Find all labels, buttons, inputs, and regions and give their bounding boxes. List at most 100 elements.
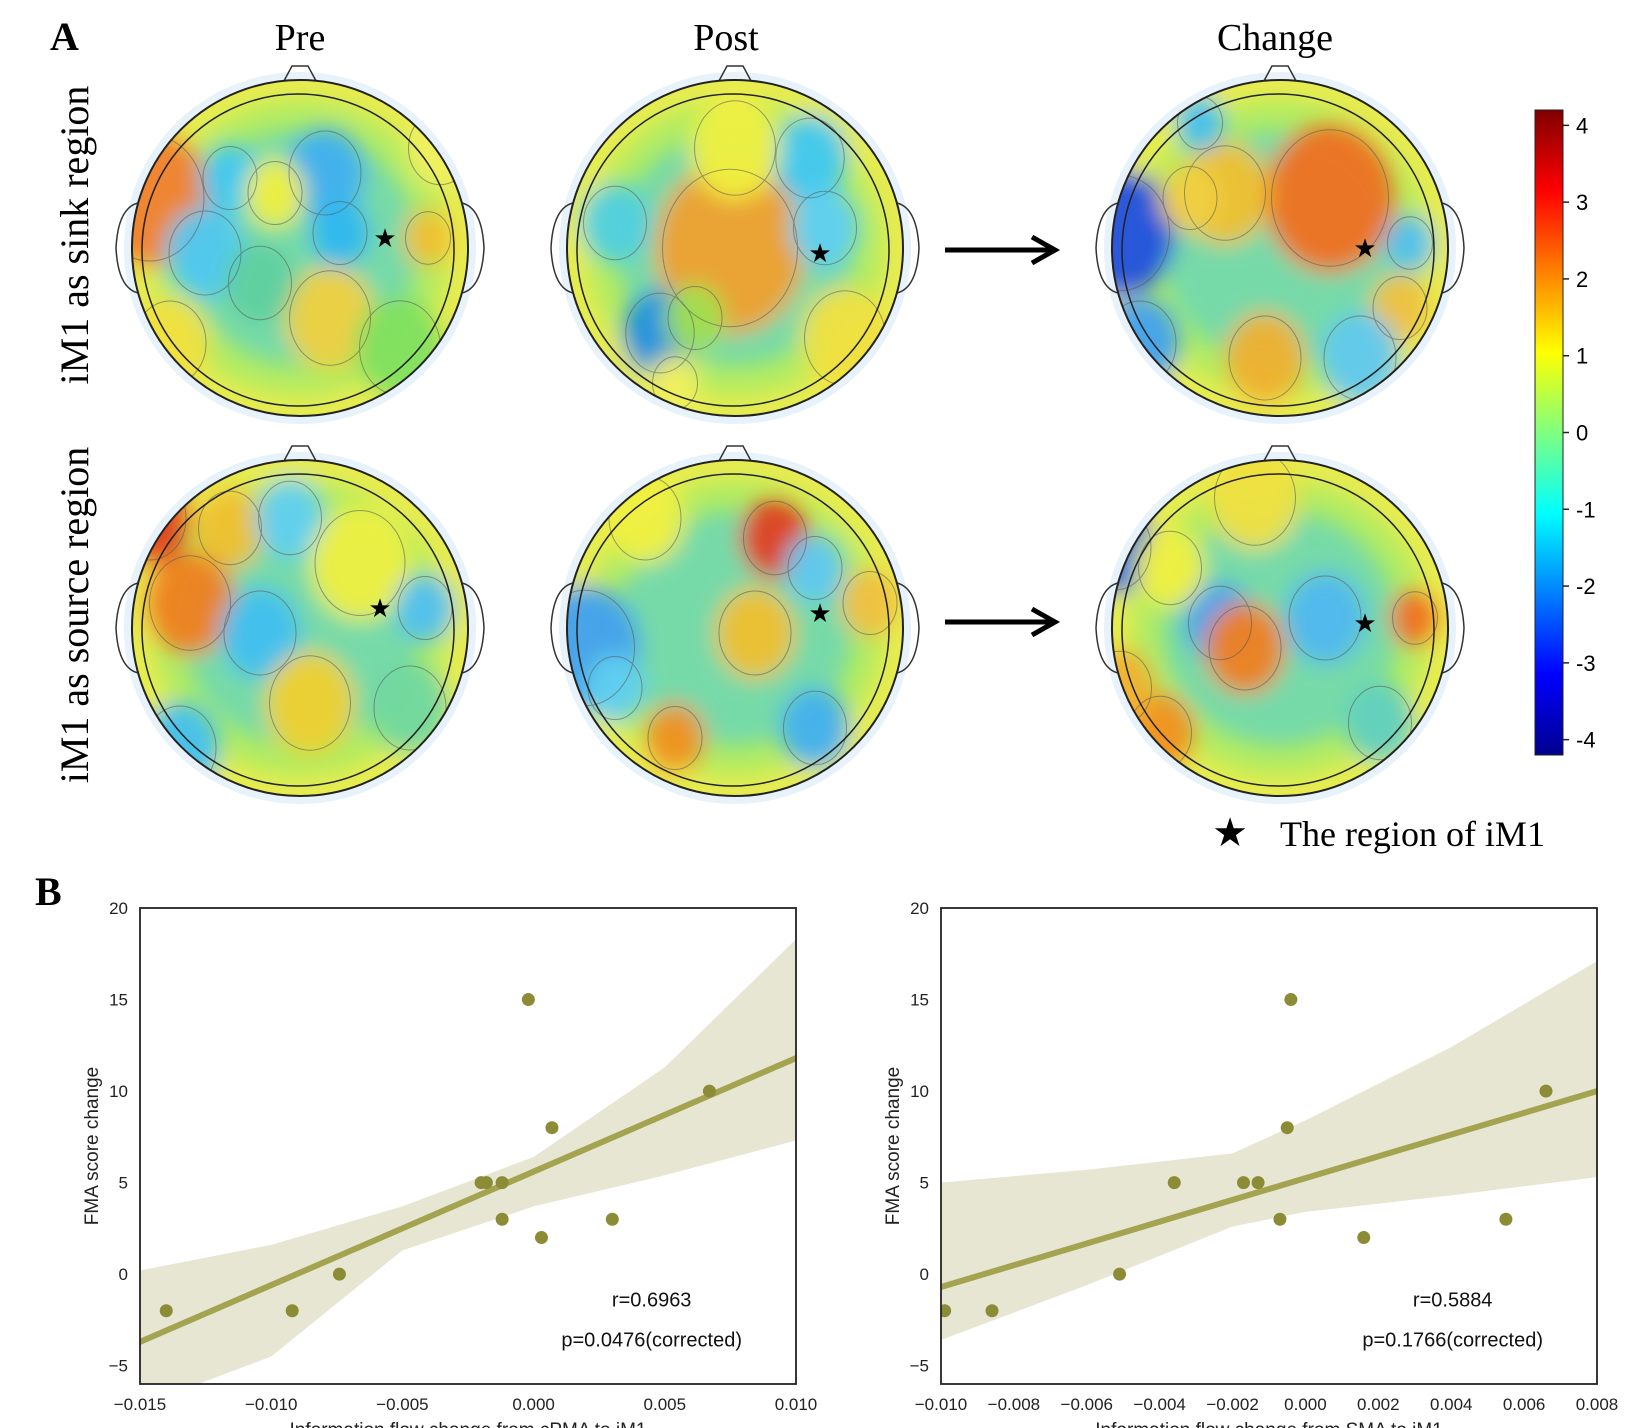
x-tick-label: 0.004	[1430, 1395, 1473, 1414]
data-point	[941, 1304, 952, 1318]
star-icon: ★	[808, 238, 831, 268]
arrow-source-row	[945, 606, 1061, 638]
row-label-source: iM1 as source region	[52, 447, 97, 784]
x-tick-label: −0.006	[1061, 1395, 1113, 1414]
correlation-annotation: r=0.5884	[1413, 1289, 1493, 1311]
x-tick-label: −0.010	[915, 1395, 967, 1414]
column-title-post: Post	[693, 17, 759, 59]
panel-b-label: B	[35, 869, 62, 914]
arrow-sink-row	[945, 234, 1061, 266]
y-tick-label: 0	[119, 1265, 128, 1284]
ear-left	[550, 582, 574, 674]
y-tick-label: 0	[920, 1265, 929, 1284]
star-icon: ★	[368, 593, 391, 623]
data-point	[702, 1084, 716, 1098]
y-tick-label: 20	[910, 899, 929, 918]
data-point	[534, 1231, 548, 1245]
y-tick-label: 10	[109, 1082, 128, 1101]
data-point	[605, 1212, 619, 1226]
y-tick-label: 5	[920, 1174, 929, 1193]
head-outline	[566, 459, 904, 797]
data-point	[545, 1121, 559, 1135]
x-tick-label: 0.008	[1576, 1395, 1619, 1414]
regression-line	[140, 1055, 796, 1345]
p-value-annotation: p=0.0476(corrected)	[561, 1329, 742, 1351]
star-icon: ★	[1353, 233, 1376, 263]
x-tick-label: −0.005	[376, 1395, 428, 1414]
head-outline	[131, 79, 469, 417]
scatter-chart-cpma: −0.015 −0.010 −0.005 0.000 0.005 0.010 −5 0 5 10 1…	[82, 899, 817, 1428]
head-outline	[1111, 79, 1449, 417]
x-tick-label: 0.000	[512, 1395, 555, 1414]
colorbar-tick-label: 0	[1576, 421, 1588, 446]
confidence-band	[941, 961, 1597, 1341]
ear-right	[1441, 582, 1465, 674]
colorbar: 4 3 2 1 0 -1 -2 -3 -4	[1534, 109, 1596, 756]
ear-right	[896, 582, 920, 674]
x-tick-label: 0.010	[775, 1395, 818, 1414]
data-point	[1167, 1176, 1181, 1190]
star-icon: ★	[1212, 811, 1248, 855]
legend-star-key: ★ The region of iM1	[1212, 811, 1545, 855]
topomap-0: ★	[115, 65, 485, 424]
x-axis-label: Information flow change from SMA to iM1	[1095, 1420, 1442, 1428]
correlation-annotation: r=0.6963	[612, 1289, 692, 1311]
data-point	[285, 1304, 299, 1318]
star-icon: ★	[373, 223, 396, 253]
ear-left	[115, 202, 139, 294]
data-point	[521, 993, 535, 1007]
nose	[1257, 65, 1303, 93]
data-point	[985, 1304, 999, 1318]
y-tick-label: 20	[109, 899, 128, 918]
data-point	[479, 1176, 493, 1190]
ear-right	[461, 582, 485, 674]
topomap-3: ★	[115, 445, 485, 804]
regression-line	[941, 1088, 1597, 1290]
data-point	[1357, 1231, 1371, 1245]
colorbar-tick-label: -3	[1576, 651, 1596, 676]
topomap-4: ★	[550, 445, 920, 804]
data-point	[1113, 1267, 1127, 1281]
colorbar-tick-label: 4	[1576, 113, 1588, 138]
y-axis-label: FMA score change	[883, 1067, 904, 1225]
data-point	[1273, 1212, 1287, 1226]
y-tick-label: 5	[119, 1174, 128, 1193]
x-tick-label: −0.004	[1133, 1395, 1185, 1414]
data-point	[495, 1212, 509, 1226]
data-point	[1499, 1212, 1513, 1226]
star-icon: ★	[808, 598, 831, 628]
ear-left	[550, 202, 574, 294]
plot-frame	[139, 907, 797, 1385]
column-title-change: Change	[1217, 17, 1333, 59]
x-tick-label: 0.000	[1284, 1395, 1327, 1414]
plot-frame	[940, 907, 1598, 1385]
y-tick-label: −5	[109, 1357, 128, 1376]
colorbar-tick-label: 1	[1576, 344, 1588, 369]
ear-left	[1095, 202, 1119, 294]
y-axis-label: FMA score change	[82, 1067, 103, 1225]
topomap-5: ★	[1095, 445, 1465, 804]
nose	[277, 65, 323, 93]
head-outline	[131, 459, 469, 797]
x-tick-label: −0.015	[114, 1395, 166, 1414]
head-outline	[566, 79, 904, 417]
legend-text: The region of iM1	[1280, 814, 1545, 854]
data-point	[1539, 1084, 1553, 1098]
x-axis-label: Information flow change from cPMA to iM1	[290, 1420, 647, 1428]
y-tick-label: 15	[109, 991, 128, 1010]
nose	[712, 65, 758, 93]
p-value-annotation: p=0.1766(corrected)	[1362, 1329, 1543, 1351]
colorbar-tick-label: 3	[1576, 190, 1588, 215]
colorbar-tick-label: -2	[1576, 574, 1596, 599]
topomap-2: ★	[1095, 65, 1465, 424]
x-tick-label: 0.006	[1503, 1395, 1546, 1414]
colorbar-tick-label: 2	[1576, 267, 1588, 292]
data-point	[1251, 1176, 1265, 1190]
topomap-1: ★	[550, 65, 920, 424]
ear-right	[461, 202, 485, 294]
ear-right	[1441, 202, 1465, 294]
x-tick-label: −0.002	[1206, 1395, 1258, 1414]
row-label-sink: iM1 as sink region	[52, 86, 97, 385]
y-tick-label: −5	[910, 1357, 929, 1376]
